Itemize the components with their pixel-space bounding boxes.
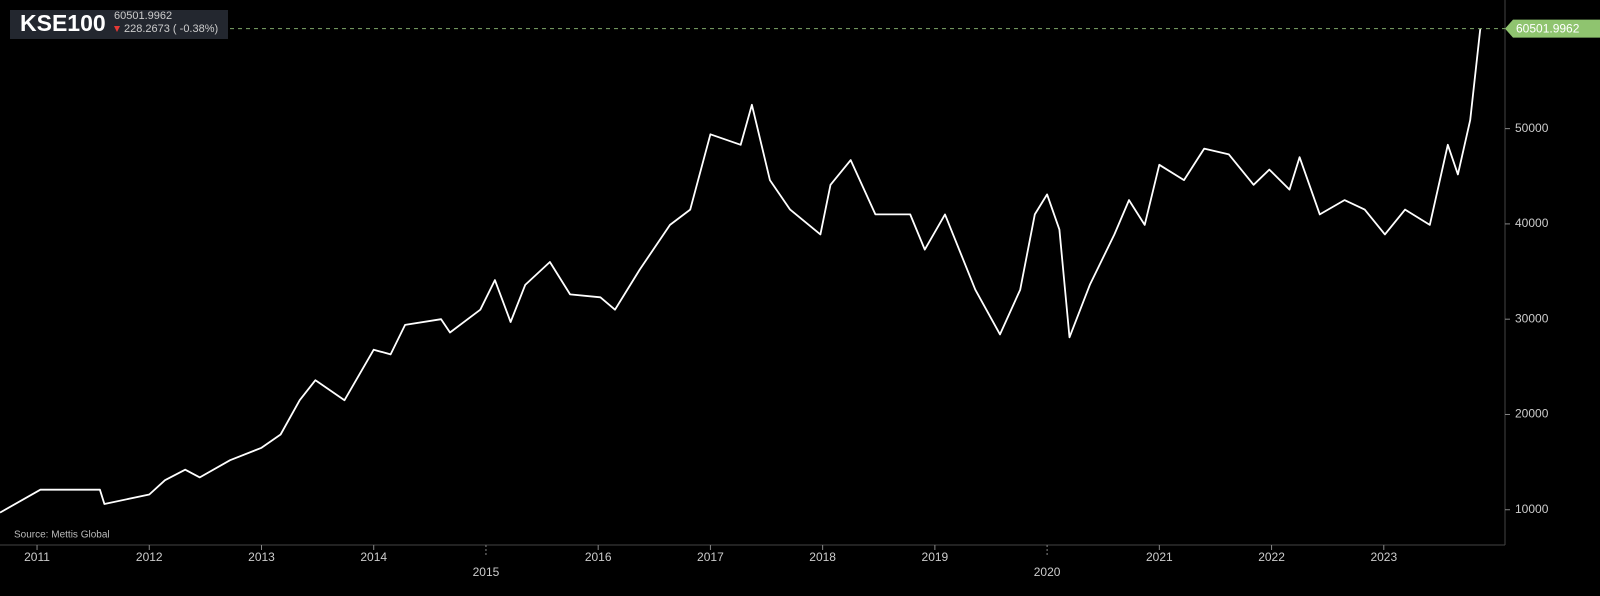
x-tick-label: 2013 (248, 550, 275, 564)
source-label: Source: Mettis Global (14, 530, 110, 541)
x-tick-label: 2011 (24, 550, 50, 564)
last-value-badge (1505, 19, 1600, 38)
y-tick-label: 30000 (1515, 311, 1549, 325)
header-box (10, 10, 228, 39)
x-tick-label: 2022 (1258, 550, 1285, 564)
y-tick-label: 40000 (1515, 216, 1549, 230)
chart-title: KSE100 (20, 10, 106, 36)
y-tick-label: 20000 (1515, 407, 1549, 421)
x-tick-label: 2014 (360, 550, 387, 564)
x-tick-label: 2020 (1034, 565, 1061, 579)
x-tick-label: 2021 (1146, 550, 1173, 564)
last-value: 60501.9962 (114, 10, 172, 22)
x-tick-label: 2012 (136, 550, 163, 564)
y-tick-label: 10000 (1515, 502, 1549, 516)
change-label: 228.2673 ( -0.38%) (124, 23, 218, 35)
x-tick-label: 2017 (697, 550, 724, 564)
y-tick-label: 50000 (1515, 121, 1549, 135)
last-value-badge-label: 60501.9962 (1516, 22, 1580, 36)
x-tick-label: 2023 (1370, 550, 1397, 564)
price-line (0, 28, 1482, 514)
x-tick-label: 2015 (473, 565, 500, 579)
down-arrow (114, 26, 120, 32)
x-tick-label: 2016 (585, 550, 612, 564)
x-tick-label: 2019 (922, 550, 949, 564)
x-tick-label: 2018 (809, 550, 836, 564)
